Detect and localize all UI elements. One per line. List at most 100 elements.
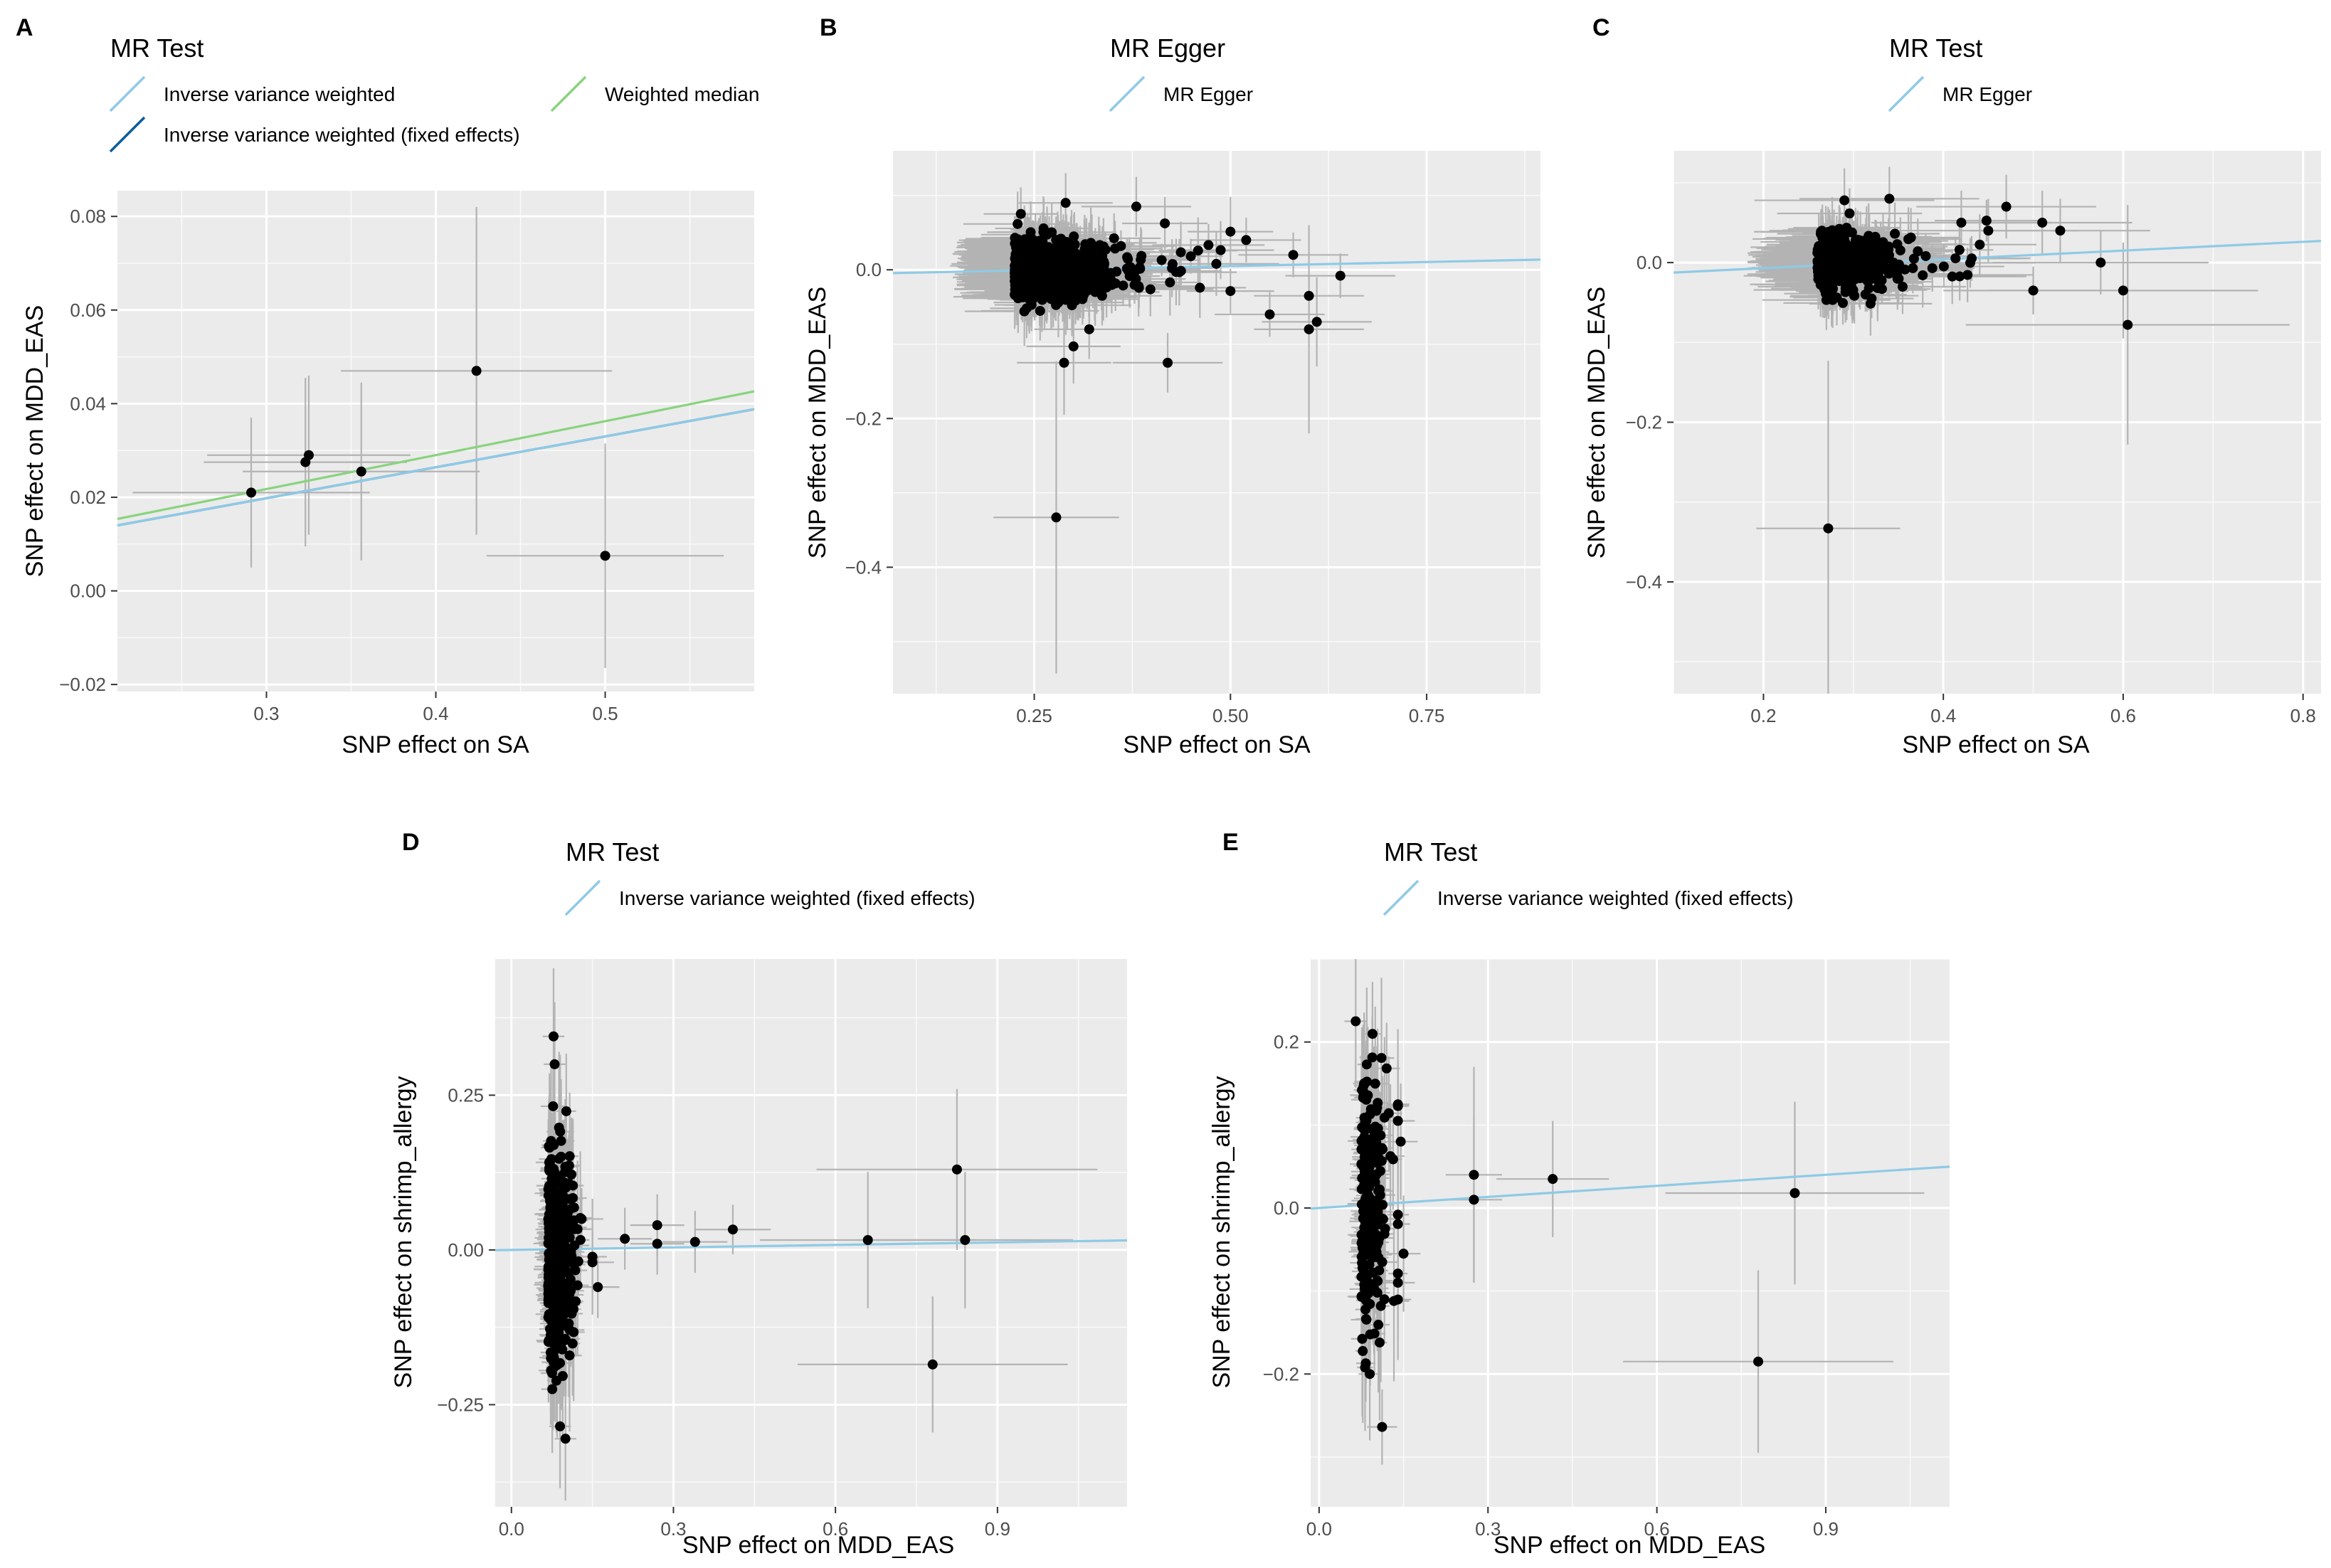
x-tick-label: 0.3 bbox=[253, 703, 279, 724]
x-tick-label: 0.25 bbox=[1016, 705, 1052, 726]
y-tick-label: 0.02 bbox=[70, 487, 106, 508]
data-point bbox=[1883, 244, 1894, 255]
data-point bbox=[1884, 194, 1895, 204]
plot-area bbox=[495, 959, 1127, 1507]
data-point bbox=[1830, 259, 1841, 270]
data-point bbox=[1883, 252, 1894, 263]
regression-line bbox=[1674, 240, 2321, 274]
data-point bbox=[1892, 273, 1903, 284]
y-tick-label: −0.2 bbox=[845, 408, 882, 429]
data-point bbox=[1133, 281, 1144, 292]
x-tick-label: 0.2 bbox=[1750, 705, 1776, 726]
y-tick-label: −0.2 bbox=[1626, 412, 1662, 433]
data-point bbox=[1817, 260, 1828, 270]
x-tick-label: 0.5 bbox=[592, 703, 618, 724]
plot-area bbox=[117, 191, 754, 692]
data-point bbox=[1167, 259, 1178, 270]
data-point bbox=[1304, 290, 1314, 301]
y-tick-label: 0.06 bbox=[70, 300, 106, 321]
data-point bbox=[1241, 235, 1252, 245]
data-point bbox=[1069, 231, 1079, 242]
data-point bbox=[1859, 270, 1869, 280]
data-point bbox=[2095, 258, 2106, 268]
data-point bbox=[1021, 303, 1032, 314]
x-tick-label: 0.6 bbox=[2110, 705, 2136, 726]
data-point bbox=[1823, 227, 1834, 238]
data-point bbox=[1844, 277, 1854, 288]
data-point bbox=[1165, 277, 1175, 287]
data-point bbox=[1017, 253, 1027, 263]
data-point bbox=[1135, 263, 1146, 274]
data-point bbox=[1824, 266, 1834, 277]
data-point bbox=[600, 551, 610, 561]
panel-tag: B bbox=[820, 14, 837, 41]
data-point bbox=[1903, 234, 1914, 245]
data-point bbox=[1086, 238, 1096, 248]
legend-label-0: Inverse variance weighted (fixed effects… bbox=[619, 887, 976, 909]
data-point bbox=[1861, 250, 1872, 260]
data-point bbox=[1841, 247, 1852, 258]
data-point bbox=[1051, 300, 1062, 310]
data-point bbox=[1908, 263, 1918, 273]
panel-tag: D bbox=[402, 829, 420, 856]
data-point bbox=[1068, 341, 1079, 351]
x-axis-title: SNP effect on SA bbox=[1123, 731, 1311, 758]
data-point bbox=[1865, 298, 1876, 309]
data-point bbox=[2028, 285, 2039, 296]
legend-title: MR Test bbox=[110, 33, 204, 63]
data-point bbox=[1092, 253, 1102, 264]
legend-title: MR Test bbox=[566, 837, 659, 867]
data-point bbox=[1918, 270, 1928, 280]
data-point bbox=[1844, 208, 1855, 218]
legend-key-0 bbox=[564, 879, 601, 916]
legend-label-0: MR Egger bbox=[1942, 83, 2032, 105]
data-point bbox=[1962, 270, 1973, 280]
data-point bbox=[1913, 246, 1923, 257]
panel-C: C MR Test MR Egger 0.2 0.4 0.6 0.8 −0.4 −0.2 0.0 S… bbox=[1583, 14, 2321, 758]
regression-line bbox=[117, 408, 754, 527]
data-point bbox=[1136, 250, 1147, 261]
data-point bbox=[1058, 243, 1069, 254]
data-point bbox=[1832, 292, 1842, 303]
data-point bbox=[1035, 305, 1045, 316]
x-tick-label: 0.50 bbox=[1212, 705, 1249, 726]
legend-key-0 bbox=[1888, 75, 1925, 112]
data-point bbox=[1100, 244, 1111, 255]
data-point bbox=[1983, 226, 1994, 236]
data-point bbox=[1225, 226, 1236, 237]
data-point bbox=[1022, 275, 1033, 285]
y-axis-title: SNP effect on MDD_EAS bbox=[804, 287, 831, 558]
data-point bbox=[303, 450, 314, 460]
data-point bbox=[1854, 238, 1865, 249]
data-point bbox=[1015, 208, 1026, 219]
data-point bbox=[1160, 218, 1170, 228]
data-point bbox=[1059, 357, 1069, 368]
plot-area bbox=[1674, 151, 2321, 694]
data-point bbox=[1122, 252, 1133, 263]
legend-key-0 bbox=[1109, 75, 1146, 112]
data-point bbox=[1195, 282, 1205, 293]
data-point bbox=[1865, 260, 1876, 270]
y-tick-label: −0.4 bbox=[845, 556, 882, 578]
data-point bbox=[1826, 244, 1836, 255]
data-point bbox=[1087, 270, 1098, 280]
data-point bbox=[1956, 217, 1967, 228]
data-point bbox=[1203, 240, 1214, 250]
x-tick-label: 0.8 bbox=[2290, 705, 2316, 726]
data-point bbox=[1876, 284, 1887, 295]
data-point bbox=[1051, 512, 1062, 523]
x-axis-title: SNP effect on SA bbox=[342, 731, 529, 758]
data-point bbox=[1311, 317, 1322, 327]
data-point bbox=[1110, 243, 1121, 254]
data-point bbox=[1013, 218, 1023, 229]
data-point bbox=[1090, 287, 1101, 297]
legend-label-2: Inverse variance weighted (fixed effects… bbox=[164, 124, 520, 146]
y-tick-label: 0.0 bbox=[1637, 252, 1662, 273]
data-point bbox=[1118, 280, 1128, 291]
data-point bbox=[1109, 233, 1119, 243]
data-point bbox=[1015, 263, 1026, 273]
panel-A: A MR Test Inverse variance weighted Weighte… bbox=[16, 14, 759, 758]
data-point bbox=[356, 466, 366, 477]
x-axis-title: SNP effect on SA bbox=[1902, 731, 2090, 758]
data-point bbox=[1823, 523, 1834, 534]
